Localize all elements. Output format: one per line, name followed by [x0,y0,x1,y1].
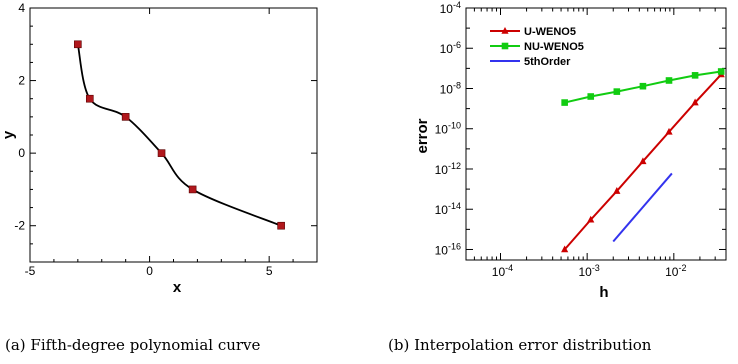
y-axis-label-a: y [0,130,17,139]
y-tick-label-b: 10-12 [435,161,461,177]
plot-a-ticks: -5 0 5 -2 0 2 4 [14,1,318,278]
data-point-0 [561,245,569,253]
legend-label-0: U-WENO5 [524,26,576,38]
data-point-a [121,113,130,121]
caption-b: (b) Interpolation error distribution [388,336,652,354]
data-point-a [74,40,82,49]
x-tick-label-a: -5 [25,264,36,278]
x-tick-label-a: 0 [146,264,153,278]
y-tick-label-a: 4 [18,1,25,15]
y-tick-label-b: 10-4 [440,0,461,16]
data-point-0 [587,215,595,223]
data-point-0 [639,157,647,165]
data-point-0 [691,98,699,106]
y-tick-label-a: -2 [14,219,25,233]
y-tick-label-a: 2 [18,74,25,88]
data-point-1 [613,88,621,95]
y-tick-label-b: 10-8 [440,80,461,96]
data-point-1 [691,72,699,79]
data-point-1 [587,93,595,100]
y-tick-label-b: 10-16 [435,241,461,257]
legend-marker-0 [501,27,509,34]
y-tick-label-a: 0 [18,146,25,160]
legend-label-2: 5thOrder [524,56,571,68]
plot-b-series [561,68,725,253]
legend: U-WENO5 NU-WENO5 5thOrder [490,26,584,68]
x-axis-label-b: h [599,284,608,301]
y-axis-label-b: error [414,118,431,153]
plot-frame-b [465,7,727,261]
data-point-0 [613,187,621,194]
data-point-a [157,149,166,157]
y-tick-label-b: 10-6 [440,40,461,56]
data-point-a [188,185,197,194]
chart-a: -5 0 5 -2 0 2 4 x y [0,1,318,296]
x-tick-label-b: 10-2 [665,263,686,279]
legend-label-1: NU-WENO5 [524,41,584,53]
data-point-a [277,221,285,230]
y-tick-label-b: 10-14 [435,201,461,217]
x-tick-label-b: 10-4 [492,263,513,279]
y-tick-label-b: 10-10 [435,121,461,137]
series-line-2 [612,172,673,243]
x-axis-label-a: x [173,279,182,296]
plot-a-markers [74,40,285,230]
chart-b: 10-4 10-3 10-2 10-16 10-14 10-12 10-10 10-8 10-6… [414,0,727,301]
x-tick-label-b: 10-3 [578,263,599,279]
plot-frame-a [29,7,318,263]
x-tick-label-a: 5 [266,264,273,278]
data-point-1 [639,82,647,90]
data-point-1 [717,68,725,75]
series-curve-a [76,44,282,227]
data-point-1 [665,77,673,84]
legend-marker-1 [501,42,509,50]
data-point-0 [665,127,673,135]
data-point-a [85,94,94,103]
data-point-1 [561,99,568,106]
caption-a: (a) Fifth-degree polynomial curve [5,336,261,354]
